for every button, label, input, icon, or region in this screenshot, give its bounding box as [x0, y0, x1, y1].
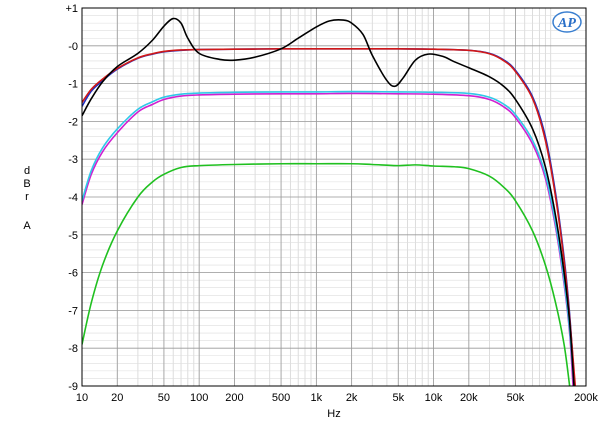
y-tick-label: -4 — [68, 192, 78, 204]
x-tick-label: 20k — [460, 392, 478, 404]
y-tick-label: -1 — [68, 79, 78, 91]
series-line — [82, 90, 575, 386]
x-tick-label: 2k — [346, 392, 358, 404]
x-tick-label: 1k — [311, 392, 323, 404]
x-axis-title: Hz — [327, 408, 340, 420]
series-line — [82, 92, 574, 386]
y-tick-label: +1 — [65, 3, 78, 15]
y-axis-title-char: r — [25, 191, 29, 203]
y-tick-label: -0 — [68, 41, 78, 53]
y-tick-label: -8 — [68, 343, 78, 355]
x-tick-label: 5k — [392, 392, 404, 404]
y-axis-title-char: d — [24, 165, 30, 177]
y-axis-title: d B r A — [23, 165, 31, 232]
y-axis-title-char: B — [23, 178, 30, 190]
x-tick-label: 50 — [158, 392, 170, 404]
plot-frame — [81, 7, 587, 387]
series-layer — [82, 17, 577, 386]
series-line — [82, 47, 577, 386]
y-axis-title-char: A — [23, 220, 31, 232]
y-tick-label: -6 — [68, 268, 78, 280]
ap-logo-ring — [552, 11, 582, 33]
y-tick-labels: +1 -0 -1 -2 -3 -4 -5 -6 -7 -8 -9 — [65, 3, 78, 393]
x-tick-label: 10 — [76, 392, 88, 404]
series-line — [82, 17, 575, 386]
ap-logo: AP — [552, 11, 582, 33]
ap-logo-text: AP — [557, 16, 576, 31]
y-tick-label: -9 — [68, 381, 78, 393]
x-tick-label: 50k — [507, 392, 525, 404]
y-tick-label: -2 — [68, 116, 78, 128]
y-tick-label: -7 — [68, 305, 78, 317]
series-line — [82, 162, 571, 386]
x-tick-label: 100 — [190, 392, 208, 404]
x-tick-label: 10k — [425, 392, 443, 404]
x-tick-label: 20 — [111, 392, 123, 404]
x-tick-label: 500 — [272, 392, 290, 404]
x-tick-labels: 10 20 50 100 200 500 1k 2k 5k 10k 20k 50k 200k — [76, 392, 599, 404]
y-tick-label: -3 — [68, 154, 78, 166]
x-tick-label: 200k — [574, 392, 598, 404]
x-tick-label: 200 — [225, 392, 243, 404]
y-tick-label: -5 — [68, 230, 78, 242]
